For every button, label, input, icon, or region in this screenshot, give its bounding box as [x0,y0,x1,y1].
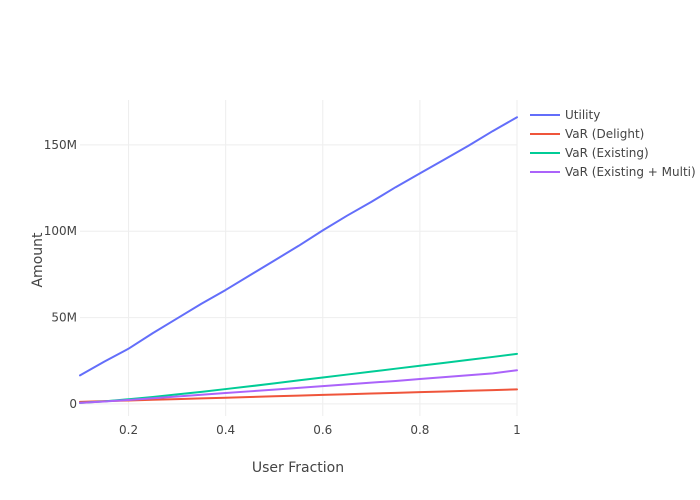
series-line-1 [79,116,518,377]
y-axis-title: Amount [30,232,46,288]
x-axis-ticks: 0.2 0.4 0.6 0.8 1 [119,423,521,437]
legend-item[interactable]: VaR (Existing + Multi) [530,165,696,179]
legend-item[interactable]: VaR (Existing) [530,146,649,160]
x-tick-label: 0.2 [119,423,138,437]
legend-label: VaR (Existing + Multi) [565,165,696,179]
y-axis-ticks: 0 50M 100M 150M [44,138,77,411]
series-line-3 [79,352,518,404]
y-tick-label: 100M [44,224,77,238]
y-tick-label: 150M [44,138,77,152]
legend-label: Utility [565,108,600,122]
x-axis-title: User Fraction [252,460,344,476]
series-lines [79,116,518,404]
y-tick-label: 50M [51,311,77,325]
x-tick-label: 0.8 [410,423,429,437]
x-tick-label: 1 [513,423,521,437]
x-tick-label: 0.6 [313,423,332,437]
legend-item[interactable]: VaR (Delight) [530,127,644,141]
legend[interactable]: Utility VaR (Delight) VaR (Existing) VaR (E… [530,108,696,179]
legend-item[interactable]: Utility [530,108,600,122]
x-tick-label: 0.4 [216,423,235,437]
legend-label: VaR (Existing) [565,146,649,160]
y-tick-label: 0 [69,397,77,411]
gridlines [80,100,518,416]
legend-label: VaR (Delight) [565,127,644,141]
series-line-4 [79,369,518,404]
series-line-2 [79,388,518,403]
